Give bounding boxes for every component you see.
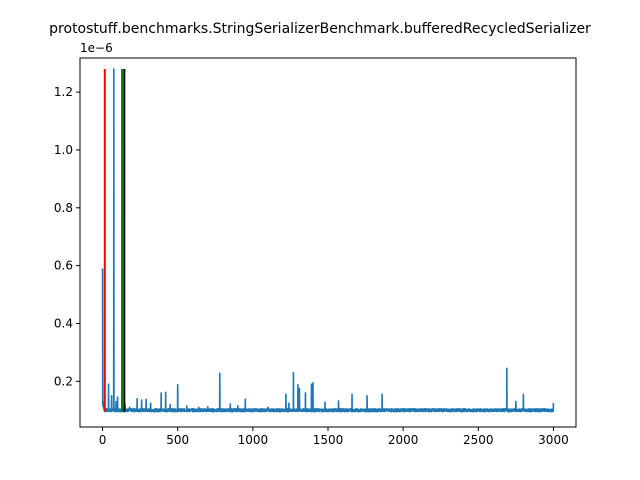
- x-tick-label: 500: [166, 433, 189, 447]
- series-layer: [101, 68, 555, 413]
- x-tick-label: 2000: [388, 433, 419, 447]
- y-tick-label: 1.2: [54, 85, 73, 99]
- x-tick-label: 2500: [463, 433, 494, 447]
- x-tick-label: 1000: [238, 433, 269, 447]
- y-axis: 0.2 0.4 0.6 0.8 1.0 1.2: [54, 85, 80, 388]
- x-tick-label: 1500: [313, 433, 344, 447]
- chart-title: protostuff.benchmarks.StringSerializerBe…: [49, 21, 591, 37]
- vline-layer: [103, 68, 126, 412]
- x-axis: 0 500 1000 1500 2000 2500 3000: [99, 427, 569, 447]
- y-tick-label: 0.8: [54, 201, 73, 215]
- y-tick-label: 0.2: [54, 374, 73, 388]
- y-axis-offset-label: 1e−6: [80, 41, 113, 55]
- y-tick-label: 0.4: [54, 316, 73, 330]
- x-tick-label: 3000: [538, 433, 569, 447]
- x-tick-label: 0: [99, 433, 107, 447]
- y-tick-label: 1.0: [54, 143, 73, 157]
- plot-frame: [79, 57, 577, 428]
- y-tick-label: 0.6: [54, 259, 73, 273]
- series-line-0: [101, 68, 555, 413]
